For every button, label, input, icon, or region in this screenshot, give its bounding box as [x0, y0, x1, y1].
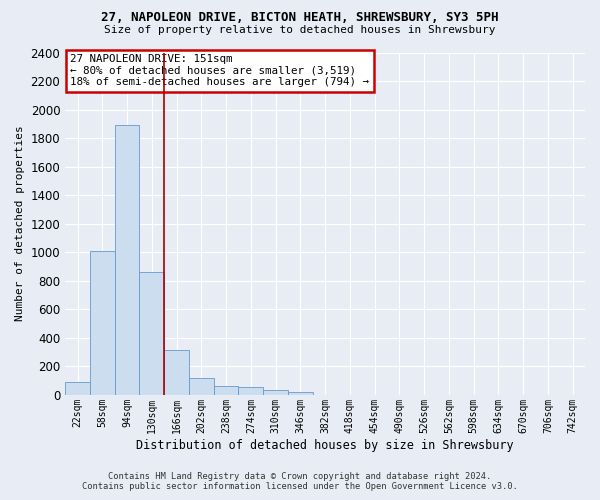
Text: Size of property relative to detached houses in Shrewsbury: Size of property relative to detached ho…	[104, 25, 496, 35]
Bar	[214, 386, 238, 394]
Text: 27 NAPOLEON DRIVE: 151sqm
← 80% of detached houses are smaller (3,519)
18% of se: 27 NAPOLEON DRIVE: 151sqm ← 80% of detac…	[70, 54, 370, 88]
Bar	[189, 378, 214, 394]
Bar	[164, 350, 189, 395]
Bar	[65, 382, 90, 394]
Y-axis label: Number of detached properties: Number of detached properties	[15, 126, 25, 322]
Text: 27, NAPOLEON DRIVE, BICTON HEATH, SHREWSBURY, SY3 5PH: 27, NAPOLEON DRIVE, BICTON HEATH, SHREWS…	[101, 11, 499, 24]
Bar	[115, 125, 139, 394]
Bar	[263, 390, 288, 394]
Bar	[288, 392, 313, 394]
Text: Contains HM Land Registry data © Crown copyright and database right 2024.
Contai: Contains HM Land Registry data © Crown c…	[82, 472, 518, 491]
Bar	[139, 272, 164, 394]
Bar	[90, 250, 115, 394]
Bar	[238, 388, 263, 394]
X-axis label: Distribution of detached houses by size in Shrewsbury: Distribution of detached houses by size …	[136, 440, 514, 452]
